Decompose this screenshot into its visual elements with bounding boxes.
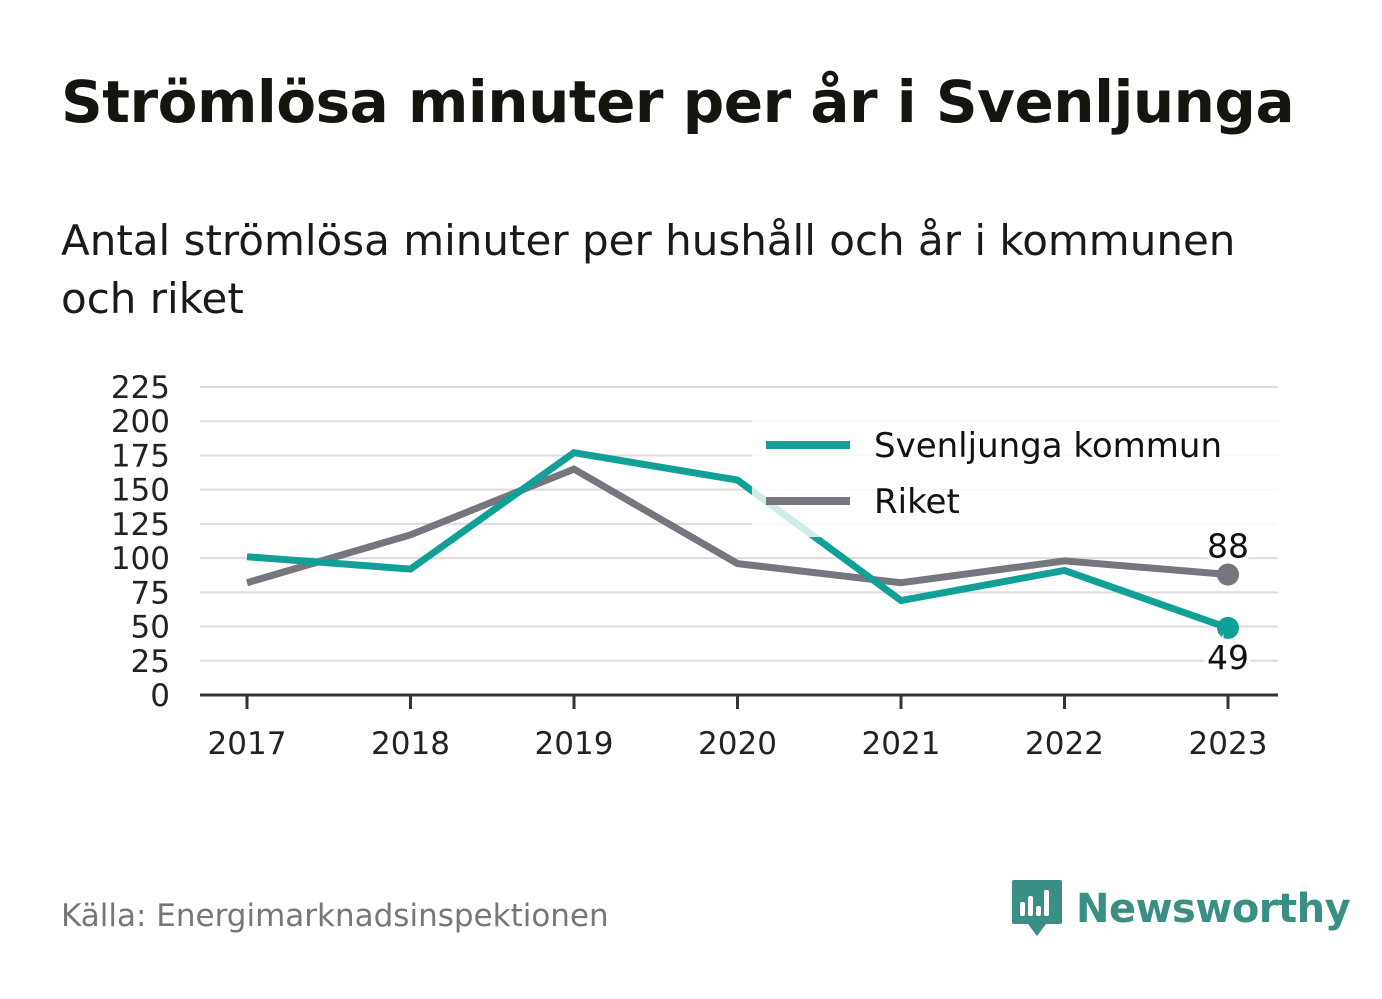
end-label-riket: 88 [1207,527,1249,566]
series-line-svenljunga-kommun [246,449,1230,632]
x-tick-label: 2021 [862,726,941,762]
x-tick-label: 2018 [371,726,450,762]
x-tick-label: 2022 [1025,726,1104,762]
y-tick-label: 200 [111,404,170,440]
legend-label-svenljunga-kommun: Svenljunga kommun [874,426,1222,466]
newsworthy-logo-icon [1012,880,1062,936]
y-tick-label: 175 [111,438,170,474]
chart-title: Strömlösa minuter per år i Svenljunga [61,68,1295,136]
end-label-svenljunga-kommun: 49 [1207,638,1249,677]
y-tick-label: 125 [111,507,170,543]
series-line-riket [246,465,1229,587]
y-tick-label: 100 [111,541,170,577]
x-tick-label: 2019 [535,726,614,762]
legend-label-riket: Riket [874,482,960,522]
x-tick-label: 2020 [698,726,777,762]
y-tick-label: 150 [111,473,170,509]
y-tick-label: 225 [111,370,170,406]
y-tick-label: 75 [131,575,170,611]
chart-subtitle: Antal strömlösa minuter per hushåll och … [61,216,1236,323]
end-marker-riket [1217,563,1239,586]
x-tick-label: 2023 [1189,726,1268,762]
end-marker-svenljunga-kommun [1217,616,1239,639]
brand: Newsworthy [1010,878,1351,940]
x-tick-label: 2017 [208,726,287,762]
y-tick-label: 25 [131,644,170,680]
source-note: Källa: Energimarknadsinspektionen [61,898,609,934]
y-tick-label: 0 [150,678,170,714]
brand-name: Newsworthy [1076,886,1351,932]
legend-background [752,417,1280,537]
y-tick-label: 50 [131,610,170,646]
